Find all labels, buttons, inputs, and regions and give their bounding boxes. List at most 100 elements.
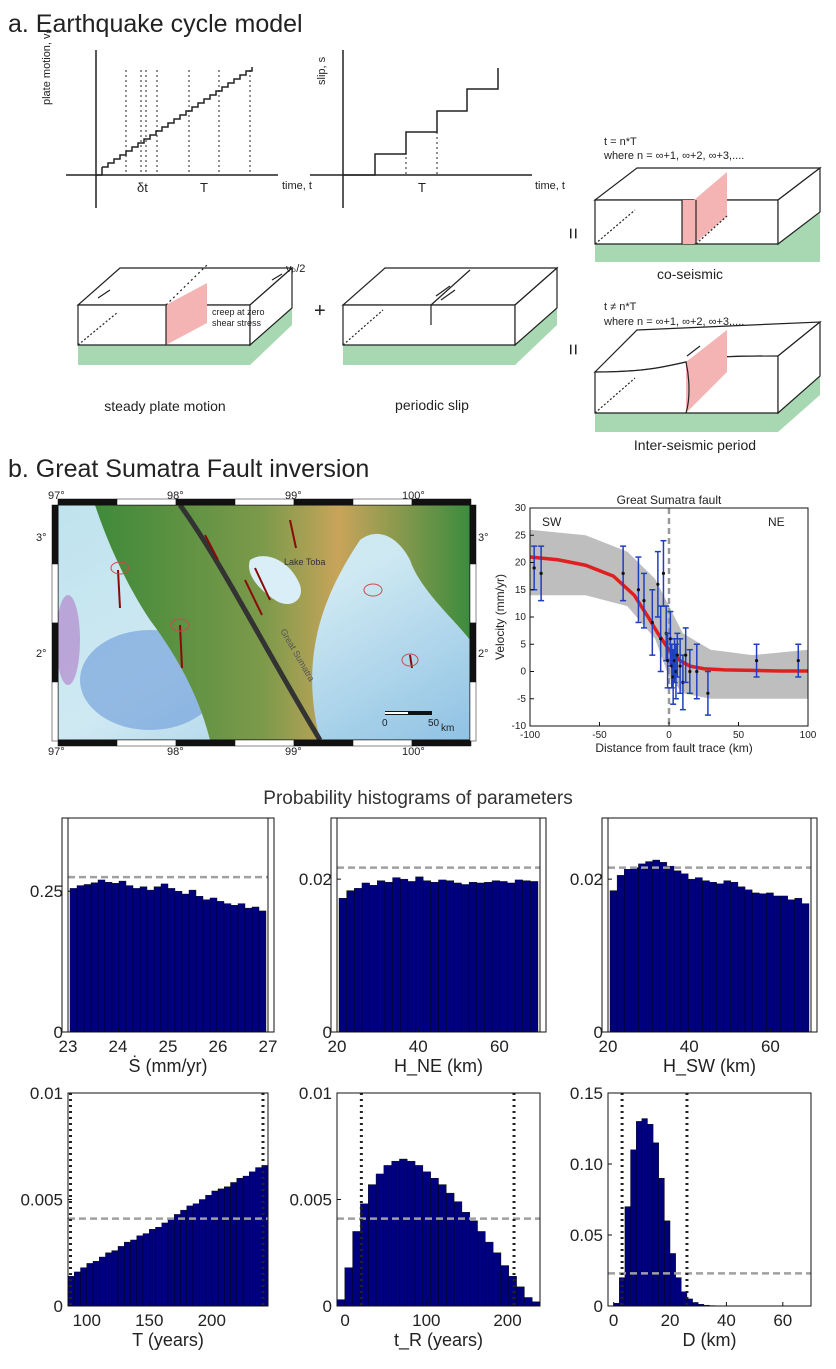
- histogram-bar: [723, 880, 732, 1033]
- data-point: [666, 659, 670, 663]
- histogram-bar: [368, 1184, 377, 1307]
- y-tick-label: -10: [512, 721, 527, 732]
- hist-xlabel: H_NE (km): [394, 1056, 483, 1077]
- hist-y-tick-label: 0.02: [299, 870, 332, 889]
- periodic-label: periodic slip: [395, 397, 469, 413]
- histogram-bar: [422, 880, 432, 1033]
- lon-label-99-top: 99°: [285, 490, 302, 502]
- data-point: [661, 571, 666, 576]
- histogram-bar: [430, 1177, 439, 1307]
- histogram-bar: [407, 1160, 416, 1307]
- y-tick-label: 5: [520, 639, 526, 650]
- histogram-bar: [609, 890, 618, 1033]
- data-point: [539, 571, 543, 576]
- histogram-bar: [468, 882, 477, 1033]
- creep-label-2: shear stress: [212, 318, 262, 328]
- hist-y-tick-label: 0.25: [30, 882, 63, 901]
- histogram-bar: [160, 883, 169, 1033]
- histogram-bar: [794, 898, 803, 1033]
- histograms-title: Probability histograms of parameters: [263, 788, 573, 809]
- coseismic-eq1: t = n*T: [604, 136, 637, 148]
- histogram-bar: [202, 899, 211, 1033]
- y-tick-label: 0: [520, 667, 526, 678]
- range-bound-bar: [810, 817, 818, 1033]
- histogram-bar: [531, 1301, 541, 1307]
- histogram-bar: [181, 893, 190, 1033]
- hist-x-tick-label: 20: [661, 1311, 680, 1330]
- hist-y-tick-label: 0.005: [20, 1191, 63, 1210]
- hist-x-tick-label: 40: [717, 1311, 736, 1330]
- histogram-bar: [155, 1226, 162, 1307]
- sw-label: SW: [542, 515, 562, 529]
- coseismic-eq2: where n = ∞+1, ∞+2, ∞+3,....: [604, 150, 745, 162]
- histogram-bar: [97, 879, 106, 1033]
- histogram-bar: [737, 886, 746, 1033]
- data-point: [532, 566, 536, 570]
- steady-plate-block: [76, 264, 294, 365]
- histogram-bar: [652, 1142, 659, 1307]
- histogram-bar: [377, 880, 386, 1033]
- hist-y-tick-label: 0: [323, 1023, 332, 1042]
- y-tick-label: 10: [515, 612, 527, 623]
- histogram-bar: [258, 910, 267, 1033]
- histogram-bar: [638, 863, 646, 1033]
- histogram-bar: [499, 881, 508, 1033]
- hist-xlabel: T (years): [132, 1330, 204, 1350]
- histogram-bar: [461, 1212, 470, 1307]
- histogram-bar: [124, 1241, 131, 1307]
- histogram-bar: [249, 1171, 256, 1307]
- hist-y-tick-label: 0.05: [570, 1226, 603, 1245]
- hist-x-tick-label: 200: [198, 1311, 226, 1330]
- x-tick-label: 50: [733, 730, 745, 741]
- histogram-bar: [186, 1205, 194, 1307]
- histogram-bar: [438, 879, 447, 1033]
- histogram-bar: [344, 1267, 353, 1307]
- hist-x-tick-label: 24: [109, 1037, 128, 1056]
- histogram-bar: [484, 882, 493, 1033]
- histogram-bar: [354, 888, 363, 1033]
- hist-x-tick-label: 20: [328, 1037, 347, 1056]
- periodic-slip-block: [341, 266, 559, 365]
- histogram-bar: [702, 880, 710, 1033]
- histogram-bar: [146, 889, 155, 1033]
- histogram-frame: [607, 817, 812, 1033]
- histogram-bar: [338, 898, 347, 1033]
- lat-label-2-left: 2°: [36, 648, 47, 660]
- data-point: [621, 571, 625, 576]
- histogram-bar: [695, 877, 703, 1033]
- histogram-bar: [530, 881, 539, 1033]
- x-tick-label: -50: [592, 730, 607, 741]
- range-bound-bar: [539, 817, 547, 1033]
- histogram-bar: [105, 1252, 112, 1307]
- lat-label-3-right: 3°: [478, 532, 489, 544]
- hist-y-tick-label: 0: [323, 1297, 332, 1316]
- lon-label-99-bottom: 99°: [285, 746, 302, 758]
- histogram-bar: [500, 1265, 509, 1307]
- histogram-bar: [624, 1206, 631, 1307]
- histogram-bar: [180, 1209, 187, 1307]
- histogram-bar: [673, 870, 682, 1033]
- hist-y-tick-label: 0: [54, 1023, 63, 1042]
- t-label-graph1: T: [200, 180, 208, 195]
- histogram-bar: [415, 876, 424, 1033]
- histogram-bar: [132, 888, 141, 1033]
- histogram-bar: [516, 1286, 525, 1307]
- coseismic-label: co-seismic: [656, 266, 724, 282]
- histogram-bar: [666, 865, 675, 1033]
- x-tick-label: -100: [520, 730, 540, 741]
- interseismic-label: Inter-seismic period: [633, 437, 757, 453]
- histogram-bar: [369, 885, 378, 1033]
- histogram-bar: [645, 861, 653, 1033]
- slip-xlabel: time, t: [535, 180, 565, 192]
- histogram-bar: [261, 1165, 269, 1307]
- histogram-bar: [346, 890, 355, 1033]
- hist-y-tick-label: 0: [594, 1297, 603, 1316]
- hist-x-tick-label: 0: [609, 1311, 618, 1330]
- data-point: [675, 653, 679, 657]
- ne-label: NE: [768, 515, 785, 529]
- histogram-bar: [730, 882, 739, 1033]
- data-point: [796, 659, 800, 663]
- histogram-bar: [195, 896, 204, 1033]
